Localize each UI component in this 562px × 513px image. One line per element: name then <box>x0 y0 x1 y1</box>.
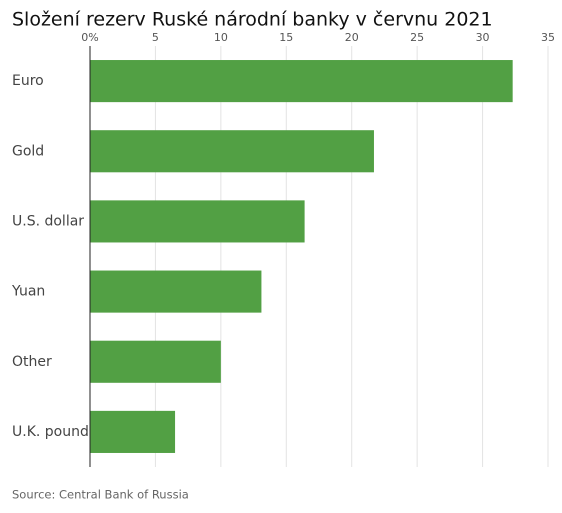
bar <box>90 130 374 173</box>
y-tick-label: Yuan <box>11 284 45 300</box>
bar <box>90 340 221 383</box>
x-tick-label: 0% <box>81 31 98 44</box>
bar <box>90 60 513 103</box>
x-tick-label: 30 <box>476 31 490 44</box>
y-tick-label: U.K. pound <box>12 424 89 440</box>
x-tick-label: 35 <box>541 31 555 44</box>
y-tick-label: Gold <box>12 143 44 159</box>
x-tick-label: 20 <box>345 31 359 44</box>
x-tick-label: 15 <box>279 31 293 44</box>
source: Source: Central Bank of Russia <box>12 488 189 502</box>
bar <box>90 270 262 313</box>
y-tick-label: U.S. dollar <box>12 213 84 229</box>
x-tick-label: 5 <box>152 31 159 44</box>
x-tick-label: 25 <box>410 31 424 44</box>
chart-title: Složení rezerv Ruské národní banky v čer… <box>12 9 493 31</box>
bar <box>90 200 305 243</box>
x-tick-label: 10 <box>214 31 228 44</box>
y-tick-label: Euro <box>12 73 44 89</box>
y-tick-label: Other <box>12 354 52 370</box>
bar <box>90 410 176 453</box>
